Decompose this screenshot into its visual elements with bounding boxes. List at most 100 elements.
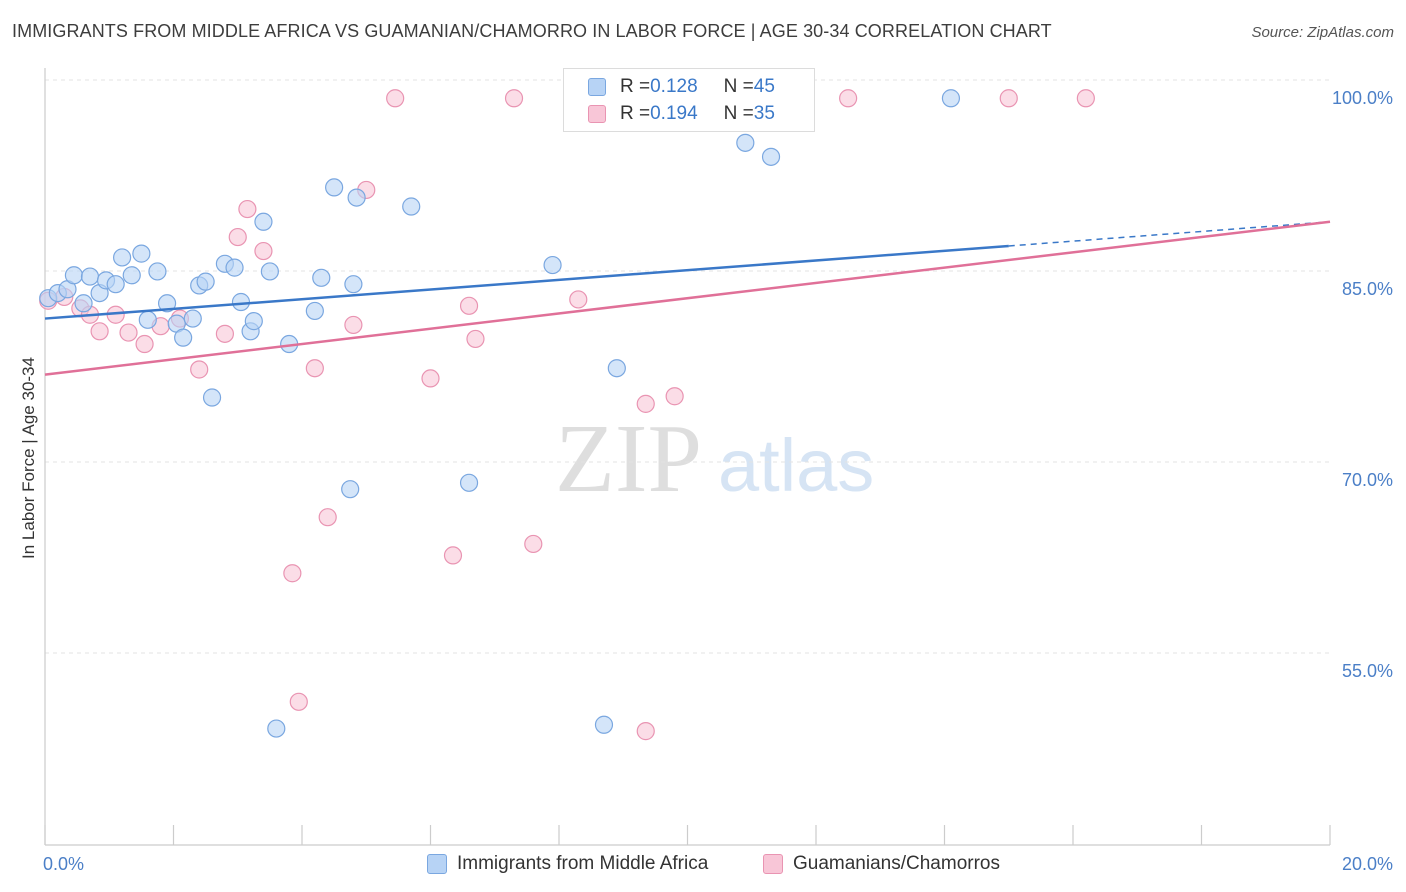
point-guamanian [524, 534, 543, 554]
bottom-legend-series1: Immigrants from Middle Africa [427, 852, 708, 876]
y-tick-labels: 55.0% 70.0% 85.0% 100.0% [1332, 88, 1393, 681]
legend-swatch-pink [588, 105, 606, 123]
y-axis-label: In Labor Force | Age 30-34 [19, 357, 38, 559]
legend-n-value-1: 45 [753, 76, 775, 97]
point-guamanian [665, 387, 684, 406]
point-middle-africa [174, 328, 193, 347]
point-guamanian [421, 369, 440, 388]
y-tick-label: 100.0% [1332, 88, 1393, 108]
point-middle-africa [594, 715, 614, 734]
point-guamanian [839, 89, 858, 108]
point-guamanian [999, 89, 1018, 108]
point-middle-africa [325, 178, 344, 197]
point-middle-africa [267, 719, 286, 738]
point-middle-africa [112, 248, 132, 267]
point-middle-africa [225, 258, 244, 277]
point-guamanian [1076, 89, 1095, 108]
point-middle-africa [941, 89, 961, 108]
stats-legend: R = 0.128 N = 45 R = 0.194 N = 35 [563, 68, 815, 132]
point-middle-africa [344, 275, 363, 294]
point-middle-africa [402, 197, 421, 216]
x-tick-label-min: 0.0% [43, 854, 84, 874]
point-middle-africa [157, 294, 177, 313]
bottom-legend-series2: Guamanians/Chamorros [763, 852, 1000, 876]
x-tick-label-max: 20.0% [1342, 854, 1393, 874]
point-guamanian [135, 334, 154, 354]
bottom-legend-label-2: Guamanians/Chamorros [793, 853, 1000, 874]
legend-r-label-2: R = [620, 103, 651, 124]
point-middle-africa [183, 309, 202, 328]
point-guamanian [636, 722, 655, 741]
point-middle-africa [74, 294, 93, 313]
trendline-middle-africa-extension [1008, 221, 1331, 247]
point-middle-africa [260, 262, 279, 281]
legend-n-value-2: 35 [753, 103, 775, 124]
point-guamanian [443, 546, 463, 565]
bottom-legend-swatch-blue [427, 854, 447, 874]
point-guamanian [386, 89, 405, 108]
point-middle-africa [244, 312, 263, 331]
point-guamanian [238, 199, 257, 219]
point-middle-africa [543, 255, 562, 275]
point-middle-africa [761, 147, 781, 166]
point-middle-africa [138, 310, 157, 329]
point-guamanian [318, 508, 337, 527]
point-middle-africa [736, 133, 755, 152]
legend-n-label-2: N = [723, 103, 754, 124]
trendline-middle-africa [44, 244, 1009, 320]
legend-row-series2: R = 0.194 N = 35 [588, 103, 775, 125]
bottom-legend-swatch-pink [763, 854, 783, 874]
point-guamanian [119, 323, 138, 342]
point-middle-africa [607, 359, 626, 378]
point-middle-africa [347, 188, 366, 207]
point-middle-africa [106, 275, 125, 294]
point-guamanian [215, 324, 234, 343]
point-middle-africa [132, 244, 151, 263]
point-guamanian [289, 692, 308, 711]
point-middle-africa [80, 267, 100, 286]
legend-row-series1: R = 0.128 N = 45 [588, 76, 775, 98]
watermark-atlas: atlas [718, 424, 874, 507]
point-middle-africa [122, 266, 141, 285]
point-guamanian [344, 315, 363, 335]
gridlines [45, 79, 1330, 654]
trendlines [44, 220, 1331, 376]
point-middle-africa [459, 473, 479, 492]
point-guamanian [90, 322, 109, 341]
legend-r-label-1: R = [620, 76, 651, 97]
point-middle-africa [305, 301, 324, 321]
point-guamanian [283, 564, 302, 583]
data-points [39, 89, 1095, 741]
point-guamanian [228, 227, 247, 247]
point-guamanian [190, 360, 209, 379]
legend-swatch-blue [588, 78, 606, 96]
y-tick-label: 85.0% [1342, 279, 1393, 299]
point-middle-africa [196, 272, 215, 291]
bottom-legend-label-1: Immigrants from Middle Africa [457, 853, 709, 874]
point-middle-africa [231, 292, 251, 312]
point-middle-africa [148, 262, 167, 281]
trendline-guamanian [44, 220, 1331, 376]
chart-title: IMMIGRANTS FROM MIDDLE AFRICA VS GUAMANI… [12, 21, 1052, 41]
point-guamanian [254, 241, 273, 261]
legend-r-value-2: 0.194 [650, 103, 698, 124]
legend-r-value-1: 0.128 [650, 76, 698, 97]
point-guamanian [305, 359, 324, 378]
point-guamanian [504, 89, 524, 108]
point-guamanian [569, 290, 588, 309]
point-guamanian [636, 394, 655, 413]
watermark-zip: ZIP [555, 405, 702, 513]
point-middle-africa [312, 268, 331, 287]
point-middle-africa [64, 266, 84, 285]
point-guamanian [459, 296, 479, 315]
source-label: Source: ZipAtlas.com [1251, 24, 1394, 41]
point-middle-africa [202, 388, 222, 407]
point-middle-africa [341, 480, 360, 499]
point-middle-africa [254, 212, 273, 231]
y-tick-label: 70.0% [1342, 470, 1393, 490]
legend-n-label-1: N = [723, 76, 754, 97]
y-tick-label: 55.0% [1342, 661, 1393, 681]
x-ticks [44, 825, 1331, 845]
point-guamanian [466, 329, 485, 349]
